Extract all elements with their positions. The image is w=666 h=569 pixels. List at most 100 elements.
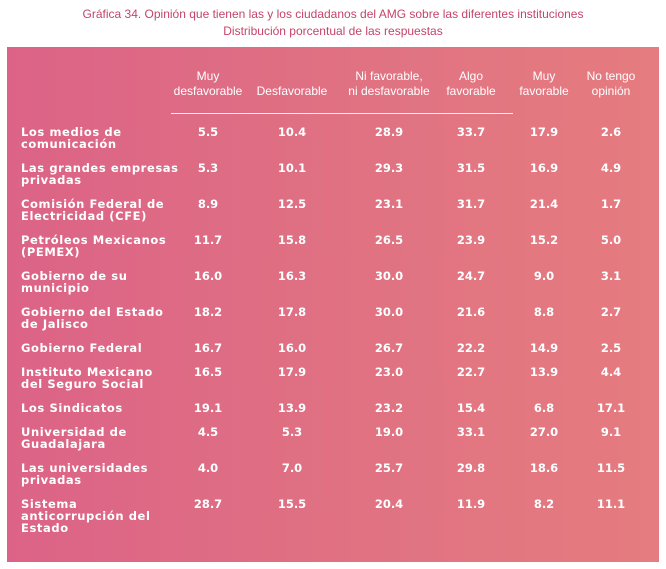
table-cell: 5.3 <box>281 425 303 439</box>
row-label-line: anticorrupción del <box>21 509 151 523</box>
row-label-line: Las grandes empresas <box>21 161 179 175</box>
table-cell: 5.0 <box>600 233 622 247</box>
row-label-line: Gobierno Federal <box>21 341 143 355</box>
table-cell: 13.9 <box>529 365 559 379</box>
row-label: Las universidades privadas <box>21 462 181 486</box>
row-label: Instituto Mexicano del Seguro Social <box>21 366 181 390</box>
column-header-line: favorable <box>446 84 496 98</box>
column-header-line: Ni favorable, <box>355 69 423 83</box>
table-cell: 26.7 <box>374 341 404 355</box>
table-cell: 4.0 <box>197 461 219 475</box>
column-header: No tengo opinión <box>576 69 646 99</box>
row-label-line: Los Sindicatos <box>21 401 123 415</box>
column-header-line: opinión <box>591 84 631 98</box>
row-label-line: Sistema <box>21 497 78 511</box>
table-cell: 11.9 <box>456 497 486 511</box>
table-cell: 16.3 <box>277 269 307 283</box>
table-cell: 27.0 <box>529 425 559 439</box>
column-header: Muy desfavorable <box>163 69 253 99</box>
row-label-line: Electricidad (CFE) <box>21 209 147 223</box>
table-cell: 9.1 <box>600 425 622 439</box>
table-cell: 30.0 <box>374 305 404 319</box>
table-cell: 18.6 <box>529 461 559 475</box>
table-cell: 2.5 <box>600 341 622 355</box>
table-cell: 23.0 <box>374 365 404 379</box>
row-label-line: Petróleos Mexicanos <box>21 233 167 247</box>
table-cell: 8.2 <box>533 497 555 511</box>
table-cell: 30.0 <box>374 269 404 283</box>
row-label-line: Guadalajara <box>21 437 106 451</box>
chart-title: Gráfica 34. Opinión que tienen las y los… <box>82 7 584 21</box>
row-label-line: Instituto Mexicano <box>21 365 153 379</box>
row-label-line: (PEMEX) <box>21 245 81 259</box>
table-cell: 19.1 <box>193 401 223 415</box>
row-label: Las grandes empresas privadas <box>21 162 181 186</box>
table-cell: 12.5 <box>277 197 307 211</box>
table-cell: 21.6 <box>456 305 486 319</box>
row-label-line: comunicación <box>21 137 117 151</box>
table-cell: 4.5 <box>197 425 219 439</box>
row-label-line: Gobierno del Estado <box>21 305 164 319</box>
row-label: Gobierno de su municipio <box>21 270 181 294</box>
table-cell: 25.7 <box>374 461 404 475</box>
table-cell: 29.3 <box>374 161 404 175</box>
table-cell: 22.7 <box>456 365 486 379</box>
table-cell: 4.4 <box>600 365 622 379</box>
row-label: Comisión Federal de Electricidad (CFE) <box>21 198 181 222</box>
row-label: Los Sindicatos <box>21 402 181 414</box>
table-cell: 15.8 <box>277 233 307 247</box>
table-cell: 10.1 <box>277 161 307 175</box>
table-cell: 33.7 <box>456 125 486 139</box>
table-cell: 26.5 <box>374 233 404 247</box>
table-cell: 17.1 <box>596 401 626 415</box>
row-label-line: Comisión Federal de <box>21 197 165 211</box>
table-cell: 16.0 <box>277 341 307 355</box>
table-cell: 1.7 <box>600 197 622 211</box>
table-cell: 28.9 <box>374 125 404 139</box>
table-cell: 16.0 <box>193 269 223 283</box>
table-cell: 15.2 <box>529 233 559 247</box>
column-header-line: Muy <box>532 69 556 83</box>
table-cell: 15.4 <box>456 401 486 415</box>
column-header: Muy favorable <box>514 69 574 99</box>
column-header-line: No tengo <box>586 69 636 83</box>
row-label-line: Las universidades <box>21 461 149 475</box>
column-header: Desfavorable <box>247 84 337 99</box>
row-label: Petróleos Mexicanos (PEMEX) <box>21 234 181 258</box>
header-divider <box>171 113 513 114</box>
column-header: Algo favorable <box>436 69 506 99</box>
row-label-line: de Jalisco <box>21 317 89 331</box>
table-cell: 16.7 <box>193 341 223 355</box>
row-label-line: Los medios de <box>21 125 122 139</box>
table-cell: 11.1 <box>596 497 626 511</box>
table-cell: 3.1 <box>600 269 622 283</box>
table-cell: 31.5 <box>456 161 486 175</box>
table-cell: 8.9 <box>197 197 219 211</box>
row-label: Gobierno del Estado de Jalisco <box>21 306 181 330</box>
column-header-line: desfavorable <box>173 84 243 98</box>
table-cell: 24.7 <box>456 269 486 283</box>
table-cell: 21.4 <box>529 197 559 211</box>
column-header-line: Muy <box>196 69 220 83</box>
row-label: Universidad de Guadalajara <box>21 426 181 450</box>
table-cell: 17.9 <box>529 125 559 139</box>
row-label-line: Estado <box>21 521 69 535</box>
row-label-line: Universidad de <box>21 425 127 439</box>
table-cell: 33.1 <box>456 425 486 439</box>
chart-subtitle: Distribución porcentual de las respuesta… <box>223 24 443 38</box>
table-cell: 18.2 <box>193 305 223 319</box>
table-cell: 19.0 <box>374 425 404 439</box>
column-header-line: ni desfavorable <box>348 84 430 98</box>
row-label-line: Gobierno de su <box>21 269 128 283</box>
table-cell: 11.5 <box>596 461 626 475</box>
table-cell: 7.0 <box>281 461 303 475</box>
table-cell: 23.2 <box>374 401 404 415</box>
table-cell: 23.1 <box>374 197 404 211</box>
table-cell: 2.7 <box>600 305 622 319</box>
table-cell: 2.6 <box>600 125 622 139</box>
table-cell: 9.0 <box>533 269 555 283</box>
table-cell: 4.9 <box>600 161 622 175</box>
table-cell: 5.3 <box>197 161 219 175</box>
table-cell: 29.8 <box>456 461 486 475</box>
table-cell: 23.9 <box>456 233 486 247</box>
